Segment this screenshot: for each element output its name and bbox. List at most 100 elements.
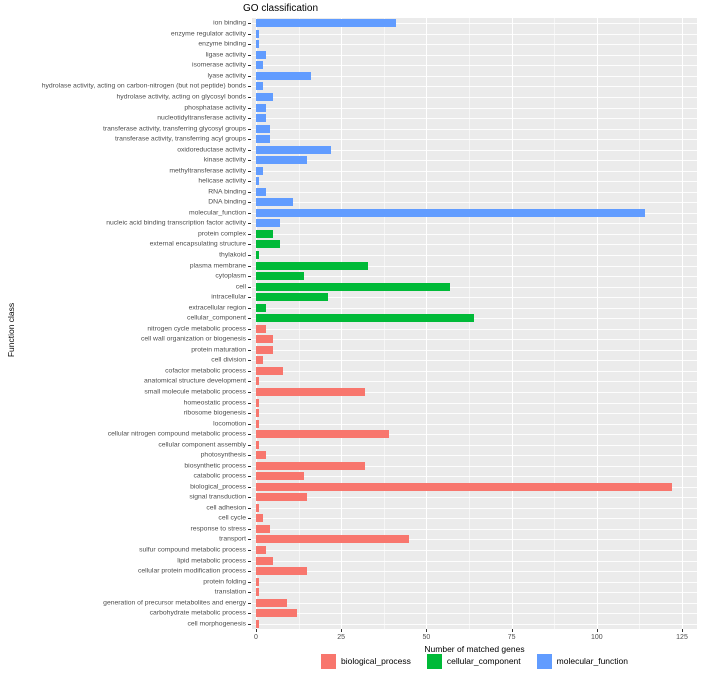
bar: [256, 166, 263, 175]
category-gridline: [252, 613, 697, 615]
minor-gridline: [554, 18, 556, 629]
y-axis-label: anatomical structure development: [143, 377, 246, 385]
y-axis-label: DNA binding: [208, 198, 246, 206]
category-gridline: [252, 244, 697, 246]
y-axis-label: cellular protein modification process: [137, 567, 246, 575]
category-gridline: [252, 86, 697, 88]
y-tick: [248, 571, 251, 573]
bar: [256, 303, 267, 312]
y-axis-label: cellular nitrogen compound metabolic pro…: [107, 430, 246, 438]
category-gridline: [252, 444, 697, 446]
category-gridline: [252, 65, 697, 67]
y-axis-label: hydrolase activity, acting on glycosyl b…: [116, 93, 246, 101]
y-tick: [248, 465, 251, 467]
y-axis-label: molecular_function: [188, 209, 246, 217]
category-gridline: [252, 307, 697, 309]
y-tick: [248, 139, 251, 141]
y-axis-label: extracellular region: [188, 304, 246, 312]
y-axis-label: cell division: [211, 356, 246, 364]
bar: [256, 345, 274, 354]
bar: [256, 398, 260, 407]
bar: [256, 187, 267, 196]
bar: [256, 440, 260, 449]
category-gridline: [252, 370, 697, 372]
y-tick: [248, 381, 251, 383]
category-gridline: [252, 23, 697, 25]
category-gridline: [252, 349, 697, 351]
y-axis-label: lyase activity: [207, 72, 246, 80]
bar: [256, 240, 280, 249]
category-gridline: [252, 276, 697, 278]
y-tick: [248, 181, 251, 183]
x-tick-label: 50: [422, 634, 431, 641]
y-tick: [248, 118, 251, 120]
y-tick: [248, 455, 251, 457]
y-tick: [248, 370, 251, 372]
legend-swatch: [426, 653, 442, 669]
category-gridline: [252, 265, 697, 267]
category-gridline: [252, 170, 697, 172]
y-tick: [248, 560, 251, 562]
x-tick: [426, 629, 428, 632]
y-axis-label: lipid metabolic process: [177, 557, 246, 565]
y-axis-label: protein complex: [198, 230, 246, 238]
y-tick: [248, 286, 251, 288]
category-gridline: [252, 297, 697, 299]
bar: [256, 282, 451, 291]
y-tick: [248, 486, 251, 488]
y-axis-label: ligase activity: [205, 51, 246, 59]
y-axis-label: cofactor metabolic process: [165, 367, 246, 375]
y-tick: [248, 23, 251, 25]
y-axis-label: helicase activity: [198, 177, 246, 185]
bar: [256, 103, 267, 112]
category-gridline: [252, 402, 697, 404]
major-gridline: [682, 18, 683, 629]
category-gridline: [252, 202, 697, 204]
y-axis-label: transferase activity, transferring acyl …: [115, 135, 246, 143]
category-gridline: [252, 233, 697, 235]
y-axis-label: enzyme regulator activity: [170, 30, 246, 38]
bar: [256, 356, 263, 365]
y-axis-label: biosynthetic process: [184, 462, 246, 470]
bar: [256, 19, 396, 28]
category-gridline: [252, 602, 697, 604]
bar: [256, 29, 260, 38]
y-tick: [248, 233, 251, 235]
y-tick: [248, 592, 251, 594]
y-tick: [248, 413, 251, 415]
legend-swatch: [536, 653, 552, 669]
x-tick: [256, 629, 257, 632]
category-gridline: [252, 465, 697, 467]
y-tick: [248, 128, 251, 130]
bar: [256, 82, 263, 91]
bar: [256, 229, 274, 238]
y-axis-label: methyltransferase activity: [169, 167, 246, 175]
category-gridline: [252, 128, 697, 130]
y-tick: [248, 149, 251, 151]
bar: [256, 461, 366, 470]
y-axis-label: hydrolase activity, acting on carbon-nit…: [41, 82, 246, 90]
y-tick: [248, 212, 251, 214]
category-gridline: [252, 54, 697, 56]
y-tick: [248, 276, 251, 278]
y-axis-label: nitrogen cycle metabolic process: [147, 325, 246, 333]
category-gridline: [252, 455, 697, 457]
bar: [256, 387, 366, 396]
bar: [256, 124, 270, 133]
major-gridline: [511, 18, 513, 629]
bar: [256, 619, 260, 628]
legend-label: molecular_function: [556, 656, 628, 666]
y-axis-label: locomotion: [213, 420, 246, 428]
major-gridline: [341, 18, 343, 629]
bar: [256, 588, 260, 597]
bar: [256, 577, 260, 586]
category-gridline: [252, 107, 697, 109]
category-gridline: [252, 44, 697, 46]
chart-title: GO classification: [243, 3, 319, 14]
bar: [256, 71, 311, 80]
bar: [256, 419, 260, 428]
y-tick: [248, 623, 251, 625]
y-axis-label: photosynthesis: [200, 451, 246, 459]
y-axis-label: transport: [219, 535, 246, 543]
y-axis-label: cellular component assembly: [158, 441, 246, 449]
